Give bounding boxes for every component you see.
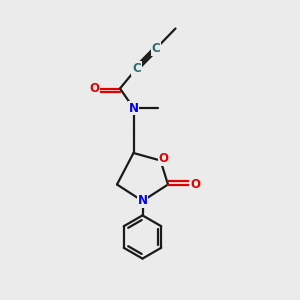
Text: O: O <box>158 152 169 165</box>
Text: C: C <box>132 62 141 75</box>
Text: N: N <box>128 101 139 115</box>
Text: C: C <box>152 42 160 55</box>
Text: N: N <box>137 194 148 208</box>
Text: O: O <box>89 82 100 95</box>
Text: O: O <box>190 178 200 191</box>
